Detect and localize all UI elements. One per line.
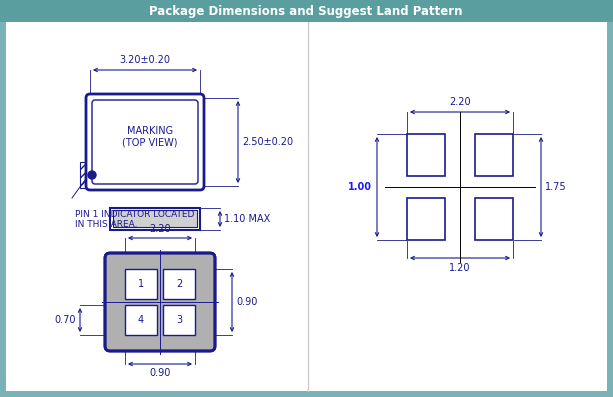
Bar [163,269,195,299]
Bar [475,134,513,176]
Text: 1.75: 1.75 [545,182,566,192]
Text: 0.90: 0.90 [236,297,257,307]
Bar [125,269,157,299]
Bar [80,162,108,188]
Circle shape [88,171,96,179]
Text: Package Dimensions and Suggest Land Pattern: Package Dimensions and Suggest Land Patt… [149,4,463,17]
FancyBboxPatch shape [92,100,198,184]
Text: PIN 1 INDICATOR LOCATED
IN THIS AREA.: PIN 1 INDICATOR LOCATED IN THIS AREA. [75,210,194,229]
Text: 2: 2 [176,279,182,289]
Bar [125,305,157,335]
Bar [163,305,195,335]
Text: 3.20±0.20: 3.20±0.20 [120,55,170,65]
Bar [0,0,613,22]
FancyBboxPatch shape [105,253,215,351]
Text: 0.90: 0.90 [150,368,170,378]
Text: 2.20: 2.20 [449,97,471,107]
Bar [407,134,445,176]
Text: MARKING
(TOP VIEW): MARKING (TOP VIEW) [122,126,178,148]
Bar [113,210,197,227]
Bar [110,208,200,230]
Text: 2.20: 2.20 [149,224,171,234]
Text: 1: 1 [138,279,144,289]
Bar [407,198,445,240]
Bar [475,198,513,240]
Text: 0.70: 0.70 [55,315,76,325]
Text: 4: 4 [138,315,144,325]
Text: 1.20: 1.20 [449,263,471,273]
Text: 3: 3 [176,315,182,325]
Text: 2.50±0.20: 2.50±0.20 [242,137,293,147]
Text: 1.00: 1.00 [348,182,372,192]
Text: 1.10 MAX: 1.10 MAX [224,214,270,224]
FancyBboxPatch shape [86,94,204,190]
